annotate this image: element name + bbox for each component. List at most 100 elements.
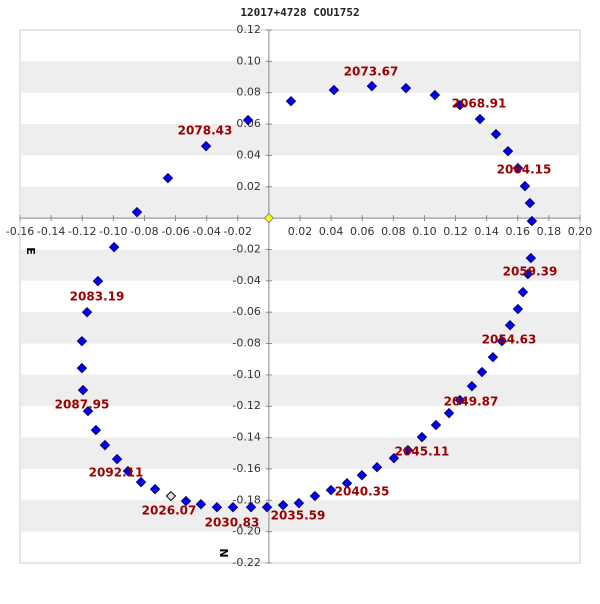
data-point [430,419,442,431]
data-point [165,490,177,502]
data-point [341,477,353,489]
y-tick-label: 0.02 [236,180,261,193]
data-point [474,113,486,125]
grid-band [21,374,579,407]
x-tick-label: 0.14 [474,225,499,238]
data-point [524,197,536,209]
data-point [522,268,534,280]
data-point [149,483,161,495]
data-point [135,476,147,488]
data-point [325,484,337,496]
data-point [487,351,499,363]
data-point [81,306,93,318]
grid-band [21,312,579,344]
grid-band [21,61,579,93]
data-point [245,501,257,513]
chart-title: 12017+4728 COU1752 [240,6,359,19]
x-tick-label: 0.06 [350,225,375,238]
grid-band [21,186,579,219]
date-annotation: 2040.35 [335,485,390,499]
x-tick-label: -0.04 [192,225,220,238]
data-point [309,490,321,502]
data-point [525,252,537,264]
x-tick-label: 0.18 [537,225,562,238]
data-point [429,89,441,101]
plot-area [19,29,581,564]
y-tick-label: -0.14 [232,431,260,444]
grid-band [21,437,579,469]
data-point [526,215,538,227]
date-annotation: 2073.67 [344,65,399,79]
x-tick-label: -0.06 [161,225,189,238]
grid-band [21,124,579,156]
x-tick-label: -0.02 [224,225,252,238]
y-tick-label: -0.04 [232,274,260,287]
x-tick-label: -0.16 [6,225,34,238]
data-point [180,495,192,507]
data-point [76,362,88,374]
data-point [162,172,174,184]
data-point [517,286,529,298]
data-point [277,499,289,511]
x-tick-label: -0.12 [68,225,96,238]
date-annotation: 2059.39 [503,265,558,279]
data-point [400,82,412,94]
date-annotation: 2087.95 [55,398,110,412]
y-tick-label: 0.12 [236,23,261,36]
x-tick-label: 0.12 [443,225,468,238]
date-annotation: 2030.83 [205,516,260,530]
data-point [490,128,502,140]
x-tick-label: -0.08 [130,225,158,238]
y-tick-label: -0.22 [232,556,260,569]
date-annotation: 2026.07 [142,504,197,518]
x-tick-label: 0.20 [568,225,593,238]
data-point [476,366,488,378]
data-point [356,470,368,481]
date-annotation: 2064.15 [497,163,552,177]
date-annotation: 2035.59 [271,509,326,523]
data-point [466,380,478,392]
x-tick-label: 0.04 [319,225,344,238]
x-tick-label: 0.02 [288,225,313,238]
data-point [211,501,223,513]
x-tick-label: 0.16 [506,225,531,238]
data-point [77,384,89,396]
data-point [443,407,455,419]
data-point [227,501,239,513]
data-point [131,206,143,218]
data-point [512,303,524,315]
x-tick-label: 0.08 [381,225,406,238]
date-annotation: 2054.63 [482,333,537,347]
data-point [82,405,94,417]
date-annotation: 2068.91 [452,97,507,111]
data-point [293,497,305,509]
data-point [242,114,254,126]
y-tick-label: -0.16 [232,462,260,475]
data-point [261,501,273,513]
data-point [371,462,383,473]
data-point [263,212,275,224]
x-axis-label: E [24,247,37,255]
x-tick-label: -0.10 [99,225,127,238]
y-axis-label: N [217,548,230,557]
date-annotation: 2049.87 [444,395,499,409]
grid-band [21,249,579,281]
data-point [388,452,400,464]
data-point [502,145,514,157]
data-point [92,275,104,287]
y-tick-label: -0.12 [232,399,260,412]
data-point [519,180,531,192]
data-point [402,444,414,456]
y-tick-label: 0.04 [236,148,261,161]
data-point [454,394,466,406]
data-point [416,431,428,443]
data-point [90,424,102,436]
y-tick-label: 0.10 [236,54,261,67]
y-tick-label: -0.20 [232,525,260,538]
data-point [122,465,134,477]
data-point [454,99,466,111]
y-tick-label: -0.02 [232,242,260,255]
date-annotation: 2078.43 [178,124,233,138]
data-point [108,241,120,253]
